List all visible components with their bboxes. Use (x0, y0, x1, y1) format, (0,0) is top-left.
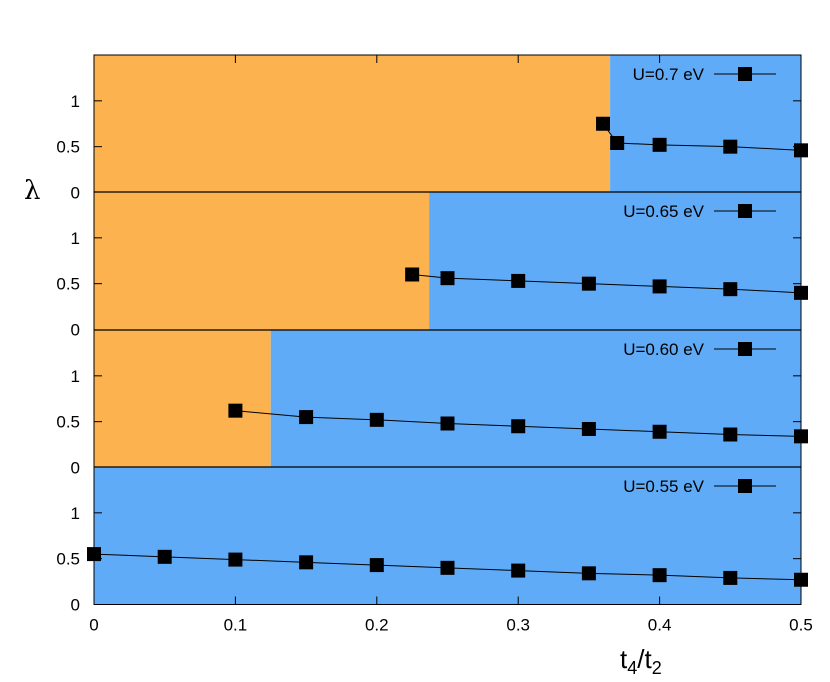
x-axis-label-main: t (620, 644, 628, 674)
data-point (440, 416, 455, 431)
y-tick-label: 1 (71, 367, 80, 386)
y-tick-label: 0.5 (56, 275, 80, 294)
legend-label: U=0.60 eV (623, 340, 704, 359)
legend-label: U=0.7 eV (633, 65, 705, 84)
data-point (440, 271, 455, 286)
y-tick-label: 0 (71, 596, 80, 615)
x-tick-label: 0 (89, 616, 98, 635)
data-point (723, 282, 738, 297)
data-point (228, 403, 243, 418)
data-point (610, 136, 625, 150)
x-tick-label: 0.1 (224, 616, 248, 635)
y-tick-label: 0.5 (56, 413, 80, 432)
chart-frame: 0 0.5 1 0 0.5 1 0 0.5 1 0 0.5 1 0 0.1 0.2 0.3 0.4 0.5 (56, 54, 813, 635)
y-axis-label: λ (24, 176, 40, 206)
data-point (581, 422, 596, 436)
x-axis-label-slash: /t (637, 644, 652, 674)
phase-region-b (270, 330, 801, 468)
phase-region-a (94, 330, 271, 468)
chart-panels: U=0.7 eV U=0.65 eV U=0.60 eV U=0.55 eV (87, 55, 808, 605)
x-axis-label-sub1: 4 (627, 658, 637, 678)
phase-region-a (94, 55, 611, 193)
y-tick-label: 1 (71, 92, 80, 111)
data-point (299, 555, 314, 570)
data-point (369, 412, 384, 427)
y-tick-label: 0.5 (56, 550, 80, 569)
data-point (369, 558, 384, 573)
legend-label: U=0.55 eV (623, 477, 704, 496)
x-axis-label-sub2: 2 (652, 658, 662, 678)
data-point (652, 279, 667, 294)
data-point (723, 139, 738, 154)
y-tick-label: 0 (71, 184, 80, 203)
data-point (596, 116, 611, 131)
data-point (511, 563, 526, 578)
y-tick-label: 1 (71, 229, 80, 248)
data-point (157, 549, 172, 564)
data-point (581, 566, 596, 581)
data-point (511, 273, 526, 288)
data-point (405, 267, 420, 282)
data-point (228, 552, 243, 567)
data-point (723, 427, 738, 442)
data-point (581, 276, 596, 291)
y-tick-label: 0.5 (56, 138, 80, 157)
x-tick-label: 0.3 (506, 616, 530, 635)
x-tick-label: 0.4 (648, 616, 672, 635)
data-point (299, 410, 314, 425)
legend-marker (738, 342, 752, 356)
legend-label: U=0.65 eV (623, 202, 704, 221)
y-tick-label: 1 (71, 504, 80, 523)
legend-marker (738, 204, 752, 218)
y-tick-label: 0 (71, 459, 80, 478)
legend-marker (738, 479, 752, 493)
x-tick-label: 0.5 (789, 616, 813, 635)
data-point (511, 419, 526, 434)
x-axis-label: t4/t2 (620, 644, 662, 678)
x-tick-label: 0.2 (365, 616, 389, 635)
data-point (652, 568, 667, 583)
data-point (723, 570, 738, 585)
phase-region-b (94, 467, 801, 605)
data-point (440, 560, 455, 575)
phase-region-b (610, 55, 801, 193)
phase-region-a (94, 192, 430, 330)
legend-marker (738, 67, 752, 81)
data-point (652, 137, 667, 152)
data-point (652, 424, 667, 439)
y-tick-label: 0 (71, 321, 80, 340)
